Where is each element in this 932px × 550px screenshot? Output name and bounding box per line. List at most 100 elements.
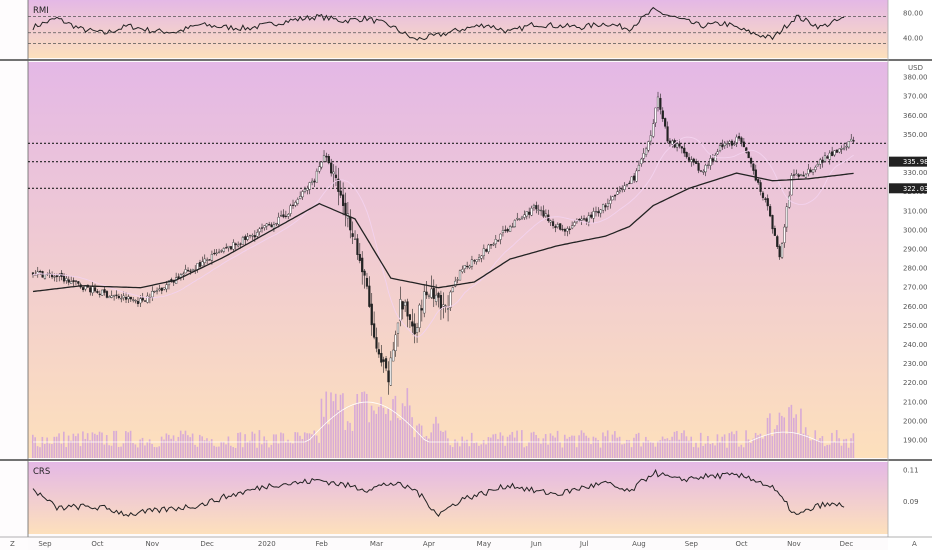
candle-body: [344, 202, 347, 216]
candle-body: [549, 220, 552, 223]
volume-bar: [358, 402, 361, 458]
volume-bar: [807, 435, 809, 458]
candle-body: [382, 359, 385, 362]
candle-body: [561, 228, 564, 231]
candle-body: [432, 287, 435, 299]
volume-bar: [609, 442, 611, 458]
candle-body: [74, 280, 78, 282]
candle-body: [39, 271, 42, 273]
candle-body: [513, 220, 516, 228]
volume-bar: [356, 394, 359, 458]
volume-bar: [747, 439, 750, 458]
volume-bar: [437, 423, 440, 458]
candle-body: [833, 150, 836, 156]
volume-bar: [320, 398, 323, 458]
volume-bar: [282, 433, 285, 458]
candle-body: [373, 323, 376, 338]
candle-body: [654, 107, 657, 124]
volume-bar: [745, 430, 747, 458]
volume-bar: [256, 447, 258, 458]
volume-bar: [583, 432, 585, 458]
volume-bar: [604, 436, 607, 458]
volume-bar: [454, 439, 456, 458]
candle-body: [401, 301, 404, 310]
candle-body: [141, 297, 144, 301]
candle-body: [578, 218, 581, 221]
volume-bar: [272, 434, 275, 458]
candle-body: [196, 263, 199, 270]
candle-body: [351, 233, 354, 237]
volume-bar: [633, 437, 635, 458]
candle-body: [151, 291, 154, 298]
volume-bar: [225, 444, 227, 458]
time-tick-label: May: [477, 540, 491, 548]
volume-bar: [625, 439, 628, 458]
time-tick-label: Apr: [423, 540, 435, 548]
volume-bar: [516, 430, 518, 458]
candle-body: [275, 222, 278, 225]
toolbar-z-button[interactable]: Z: [10, 540, 15, 548]
volume-bar: [251, 431, 254, 458]
candle-body: [814, 166, 817, 170]
time-tick-label: Jul: [579, 540, 589, 548]
rmi-tick-label: 40.00: [903, 34, 923, 42]
volume-bar: [451, 447, 454, 458]
candle-body: [609, 199, 612, 204]
candle-body: [213, 252, 216, 255]
candle-body: [754, 169, 757, 181]
candle-body: [509, 226, 512, 232]
candle-body: [456, 279, 459, 281]
candle-body: [485, 249, 488, 252]
candle-body: [664, 118, 667, 127]
price-tick-label: 300.00: [903, 226, 928, 234]
volume-bar: [716, 434, 719, 458]
candle-body: [77, 281, 80, 284]
volume-bar: [702, 445, 704, 458]
volume-bar: [423, 437, 425, 458]
volume-bar: [733, 434, 735, 458]
candle-body: [110, 295, 113, 298]
volume-bar: [344, 430, 347, 458]
toolbar-a-button[interactable]: A: [912, 540, 917, 548]
candle-body: [635, 170, 638, 182]
volume-bar: [766, 417, 769, 458]
volume-bar: [580, 430, 583, 458]
candle-body: [396, 322, 400, 334]
candle-body: [277, 216, 280, 225]
volume-bar: [399, 420, 401, 458]
candle-body: [172, 281, 175, 283]
volume-bar: [676, 430, 678, 458]
volume-bar: [318, 442, 320, 458]
volume-bar: [53, 436, 56, 458]
candle-body: [265, 223, 268, 227]
candle-body: [649, 135, 652, 142]
price-tick-label: 190.00: [903, 437, 928, 445]
volume-bar: [55, 436, 58, 458]
candle-body: [747, 151, 750, 159]
volume-bar: [699, 432, 702, 458]
volume-bar: [490, 437, 492, 458]
candle-body: [535, 205, 538, 210]
candle-body: [113, 295, 116, 297]
volume-bar: [404, 406, 406, 458]
volume-bar: [459, 446, 461, 458]
volume-bar: [115, 430, 118, 458]
volume-bar: [568, 436, 571, 458]
candle-body: [852, 140, 855, 142]
candle-body: [404, 301, 407, 306]
volume-bar: [513, 437, 516, 458]
volume-bar: [821, 436, 824, 458]
candle-body: [65, 278, 68, 281]
candle-body: [633, 175, 636, 181]
candle-body: [258, 228, 261, 233]
volume-bar: [511, 431, 514, 458]
volume-bar: [494, 433, 497, 458]
candle-body: [644, 148, 648, 155]
volume-bar: [82, 431, 84, 458]
candle-body: [370, 303, 373, 326]
volume-bar: [239, 432, 242, 458]
volume-bar: [153, 447, 156, 458]
volume-bar: [70, 440, 72, 458]
candle-body: [311, 180, 314, 183]
